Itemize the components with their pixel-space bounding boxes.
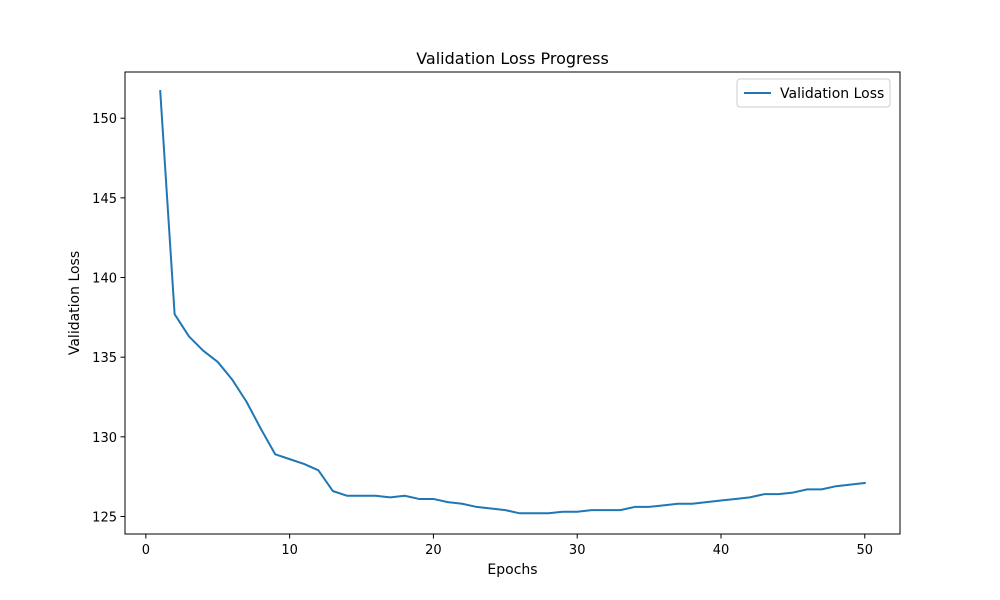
y-tick-label: 135 bbox=[92, 351, 117, 366]
x-tick-label: 0 bbox=[142, 543, 150, 558]
x-axis-label: Epochs bbox=[487, 562, 537, 578]
x-tick-label: 30 bbox=[569, 543, 586, 558]
series-line-0 bbox=[159, 90, 866, 515]
x-tick-label: 40 bbox=[713, 543, 730, 558]
y-axis-label: Validation Loss bbox=[67, 251, 83, 355]
plot-area: 0 10 20 30 40 50 125 130 135 140 145 150 bbox=[92, 71, 901, 558]
axes-frame bbox=[124, 71, 901, 535]
y-tick-label: 150 bbox=[92, 112, 117, 127]
y-tick-label: 125 bbox=[92, 510, 117, 525]
y-tick-label: 140 bbox=[92, 272, 117, 287]
x-tick-label: 50 bbox=[856, 543, 873, 558]
x-tick-label: 10 bbox=[281, 543, 298, 558]
legend: Validation Loss bbox=[736, 78, 891, 108]
legend-label: Validation Loss bbox=[780, 86, 884, 102]
x-tick-label: 20 bbox=[425, 543, 442, 558]
chart-title: Validation Loss Progress bbox=[416, 49, 609, 68]
legend-box bbox=[736, 78, 891, 108]
y-tick-label: 130 bbox=[92, 431, 117, 446]
y-tick-label: 145 bbox=[92, 192, 117, 207]
